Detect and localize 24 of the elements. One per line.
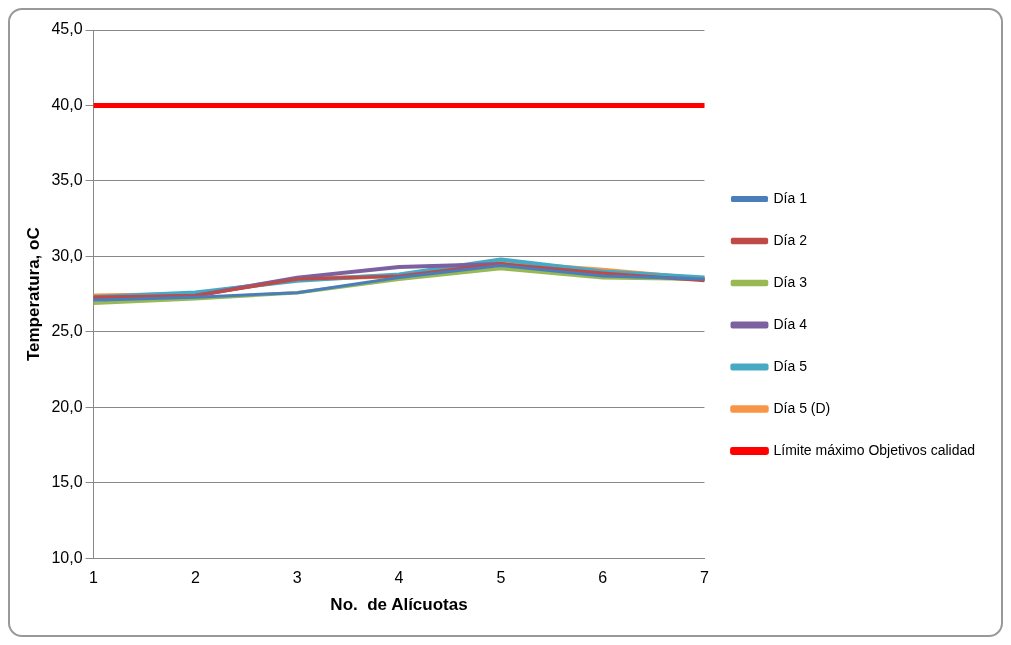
y-tick-label: 20,0 [51, 397, 83, 415]
x-tick-label: 4 [394, 569, 404, 587]
legend-label: Día 2 [773, 231, 808, 248]
x-tick-label: 5 [496, 569, 506, 587]
y-tick-label: 40,0 [51, 95, 83, 113]
x-tick-label: 1 [89, 569, 99, 587]
x-tick-label: 2 [190, 569, 200, 587]
y-axis-title: Temperatura, oC [23, 227, 43, 362]
legend-label: Día 5 (D) [773, 399, 831, 416]
x-tick-label: 3 [292, 569, 302, 587]
legend-label: Límite máximo Objetivos calidad [773, 441, 976, 458]
y-tick-label: 45,0 [51, 20, 83, 38]
legend-label: Día 4 [773, 315, 808, 332]
x-tick-label: 6 [598, 569, 608, 587]
legend-label: Día 5 [773, 357, 808, 374]
y-tick-label: 30,0 [51, 246, 83, 264]
x-tick-label: 7 [700, 569, 710, 587]
x-axis-title: No. de Alícuotas [330, 595, 468, 615]
y-tick-label: 15,0 [51, 473, 83, 491]
y-tick-label: 35,0 [51, 171, 83, 189]
legend-label: Día 1 [773, 189, 808, 206]
legend-label: Día 3 [773, 273, 808, 290]
y-tick-label: 10,0 [51, 548, 83, 566]
y-tick-label: 25,0 [51, 322, 83, 340]
